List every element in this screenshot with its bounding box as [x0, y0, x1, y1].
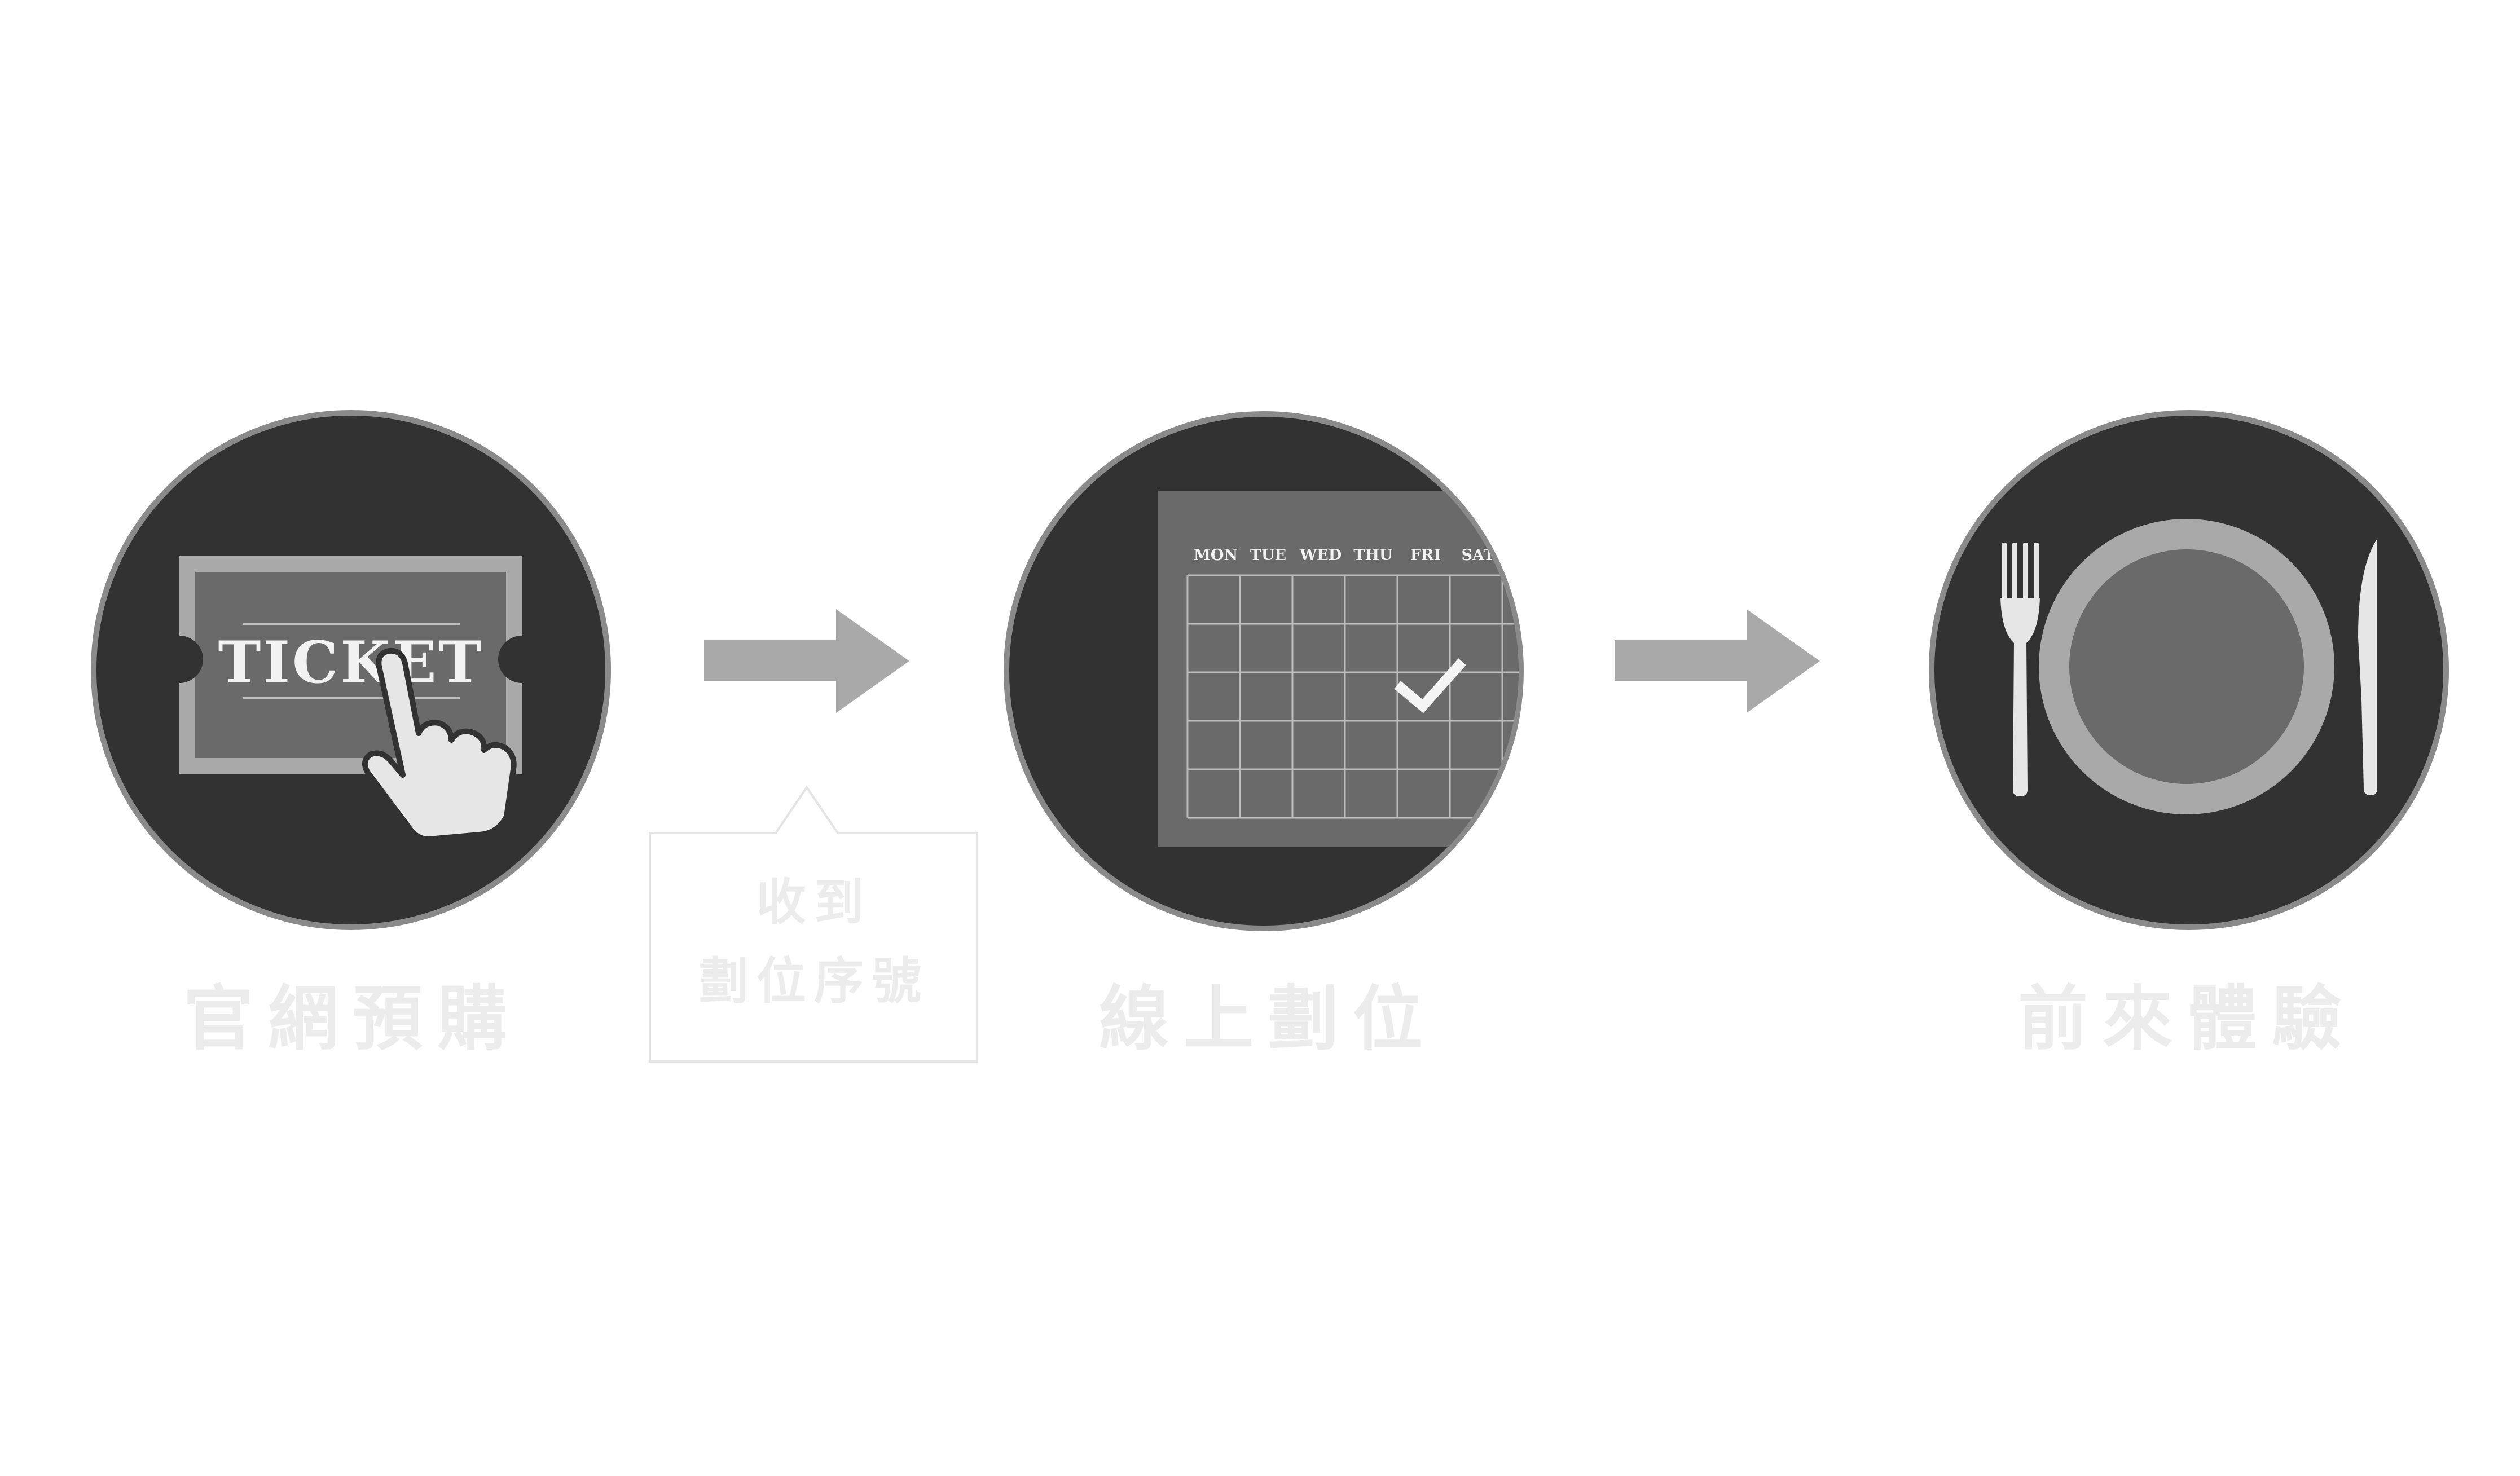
calendar-day-tue: TUE: [1250, 547, 1286, 564]
calendar-check-icon: MON TUE WED THU FRI SAT: [1158, 491, 1519, 847]
arrow-right-icon: [1615, 609, 1820, 713]
ticket-notch-right: [498, 636, 546, 683]
ticket-touch-icon: TICKET: [156, 556, 546, 842]
pointing-hand-icon: [362, 647, 517, 842]
note-line-1: 收到: [756, 873, 872, 931]
fork-icon: [2000, 543, 2040, 796]
note-callout: [649, 785, 978, 1063]
knife-icon: [2358, 540, 2377, 795]
step-3-icon-group: [1929, 410, 2449, 930]
calendar-sheet: [1158, 491, 1519, 847]
calendar-day-mon: MON: [1194, 547, 1238, 564]
note-line-2: 劃位序號: [698, 951, 929, 1010]
check-mark-icon: [1394, 658, 1466, 713]
step-2-label: 線上劃位: [1098, 978, 1437, 1060]
calendar-day-fri: FRI: [1410, 547, 1441, 564]
plate-center: [2069, 549, 2304, 784]
calendar-day-headers: MON TUE WED THU FRI SAT: [1194, 547, 1495, 564]
ticket-text: TICKET: [218, 629, 483, 697]
calendar-day-wed: WED: [1299, 547, 1342, 564]
note-callout-box: [649, 785, 978, 1063]
arrow-2-shape: [1615, 609, 1820, 713]
calendar-day-thu: THU: [1353, 547, 1392, 564]
step-1-icon-group: TICKET: [91, 410, 611, 930]
plate-cutlery-icon: [2000, 519, 2377, 814]
ticket-notch-left: [156, 636, 203, 683]
step-1-label: 官網預購: [183, 978, 522, 1060]
step-3-label: 前來體驗: [2017, 978, 2356, 1060]
step-2-icon-group: MON TUE WED THU FRI SAT: [1004, 411, 1524, 931]
ticket-inner: [195, 572, 506, 758]
arrow-1-shape: [704, 609, 909, 713]
arrow-right-icon: [704, 609, 909, 713]
